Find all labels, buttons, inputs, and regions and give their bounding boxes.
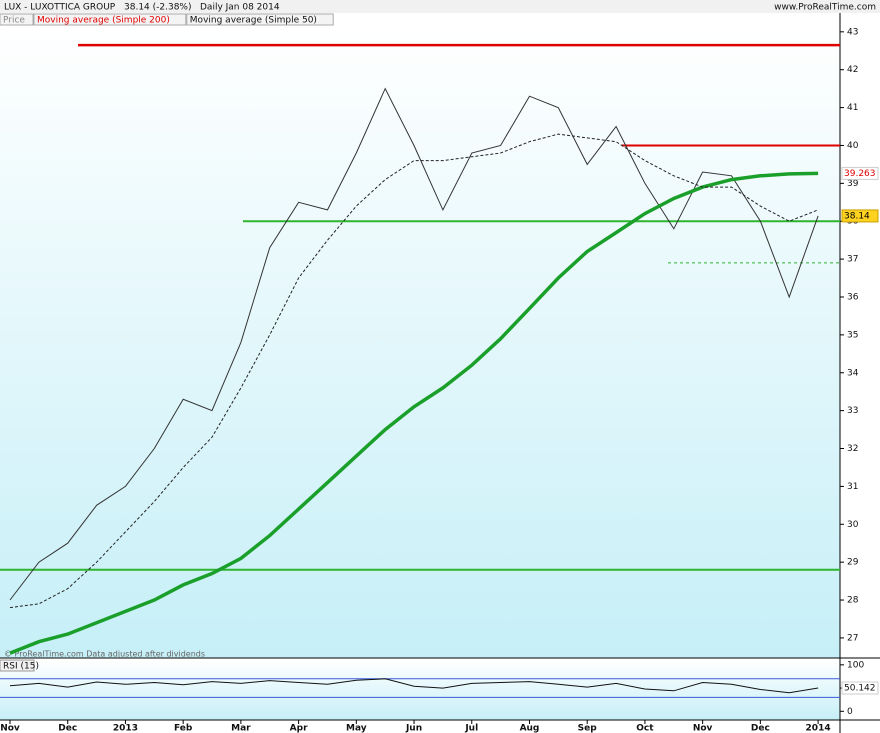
series-line — [9, 133, 819, 609]
last-value-label: 38.14 — [844, 211, 870, 221]
series-line — [9, 171, 819, 655]
y-tick-label: 35 — [847, 330, 858, 340]
price-panel — [0, 25, 840, 658]
rsi-title: RSI (15) — [3, 662, 39, 672]
legend-entry: Moving average (Simple 50) — [190, 16, 317, 26]
x-tick-label: 2014 — [806, 724, 831, 733]
x-tick-label: 2013 — [113, 724, 138, 733]
title: LUX - LUXOTTICA GROUP — [4, 3, 116, 13]
y-tick-label: 29 — [847, 558, 859, 568]
rsi-tab — [0, 659, 35, 672]
x-tick-label: Apr — [290, 724, 308, 733]
y-tick-label: 31 — [847, 482, 858, 492]
note: © ProRealTime.com Data adjusted after di… — [4, 650, 205, 659]
y-tick-label: 32 — [847, 444, 858, 454]
subtitle: 38.14 (-2.38%) — [124, 3, 192, 13]
legend-tab — [186, 13, 334, 26]
x-tick-label: Oct — [636, 724, 654, 733]
x-tick-label: Nov — [0, 724, 20, 733]
last-value-label: 39.263 — [844, 169, 876, 179]
source: www.ProRealTime.com — [774, 3, 876, 13]
series-line — [9, 87, 819, 601]
y-tick-label: 30 — [847, 520, 859, 530]
x-tick-label: Sep — [578, 724, 598, 733]
legend-tab — [33, 13, 187, 26]
last-value-label: 50.142 — [844, 683, 876, 693]
last-value-box — [841, 209, 879, 223]
y-tick-label: 28 — [847, 596, 859, 606]
rsi-panel — [0, 660, 840, 720]
header-bar — [0, 0, 880, 13]
y-tick-label: 42 — [847, 65, 858, 75]
x-tick-label: Aug — [520, 724, 540, 733]
y-tick-label: 33 — [847, 406, 858, 416]
series-line — [9, 678, 819, 694]
legend-entry: Price — [3, 16, 25, 26]
period: Daily Jan 08 2014 — [200, 3, 280, 13]
y-tick-label: 43 — [847, 27, 858, 37]
x-tick-label: Mar — [231, 724, 251, 733]
x-tick-label: Jul — [464, 724, 478, 733]
y-tick-label: 40 — [847, 141, 859, 151]
y-tick-label: 34 — [847, 368, 859, 378]
legend-tab — [0, 13, 34, 26]
x-tick-label: Jun — [405, 724, 422, 733]
x-tick-label: Dec — [751, 724, 770, 733]
y-tick-label: 41 — [847, 103, 858, 113]
last-value-box — [841, 681, 879, 695]
y-tick-label: 27 — [847, 633, 858, 643]
y-tick-label: 39 — [847, 179, 859, 189]
legend-entry: Moving average (Simple 200) — [37, 16, 170, 26]
y-tick-label: 0 — [847, 707, 853, 717]
x-tick-label: Nov — [693, 724, 713, 733]
x-tick-label: Feb — [174, 724, 193, 733]
y-tick-label: 100 — [847, 660, 864, 670]
y-tick-label: 37 — [847, 255, 858, 265]
y-tick-label: 36 — [847, 292, 859, 302]
last-value-box — [841, 166, 879, 180]
x-tick-label: Dec — [58, 724, 77, 733]
x-tick-label: May — [346, 724, 367, 733]
